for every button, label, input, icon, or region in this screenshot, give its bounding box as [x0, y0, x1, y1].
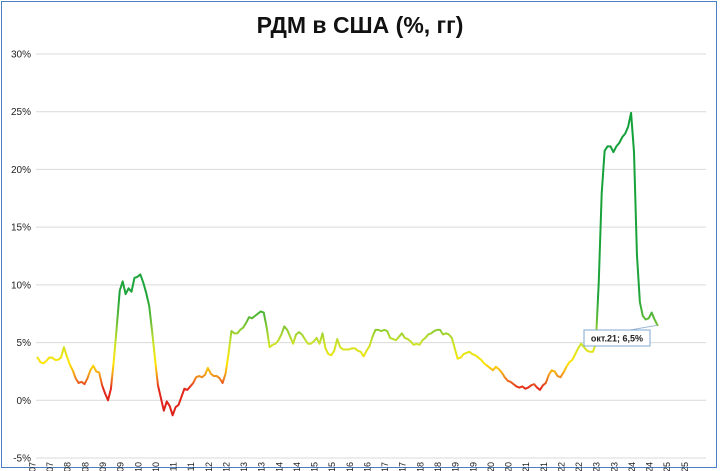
- x-tick-label: июл.22: [574, 462, 584, 471]
- x-tick-label: янв.14: [274, 462, 284, 471]
- x-tick-label: янв.22: [556, 462, 566, 471]
- x-tick-label: июл.14: [292, 462, 302, 471]
- y-tick-label: 5%: [17, 338, 32, 349]
- y-tick-label: 15%: [11, 223, 31, 234]
- x-tick-label: янв.23: [592, 462, 602, 471]
- x-tick-label: янв.25: [662, 462, 672, 471]
- x-tick-label: янв.21: [521, 462, 531, 471]
- x-tick-label: янв.08: [63, 462, 73, 471]
- x-tick-label: янв.18: [415, 462, 425, 471]
- callout-label: окт.21; 6,5%: [591, 334, 643, 344]
- y-tick-label: 10%: [11, 280, 31, 291]
- y-tick-label: 25%: [11, 107, 31, 118]
- callout-box: [583, 329, 651, 347]
- x-tick-label: июл.13: [257, 462, 267, 471]
- x-tick-label: янв.07: [27, 462, 37, 471]
- x-tick-label: янв.12: [204, 462, 214, 471]
- x-tick-label: июл.11: [186, 462, 196, 471]
- y-tick-label: -5%: [13, 454, 31, 465]
- x-tick-label: июл.17: [398, 462, 408, 471]
- x-tick-label: июл.12: [221, 462, 231, 471]
- annotation-callout: окт.21; 6,5%: [583, 324, 658, 347]
- x-tick-label: янв.10: [133, 462, 143, 471]
- y-tick-label: 0%: [17, 396, 32, 407]
- x-tick-label: янв.09: [98, 462, 108, 471]
- x-tick-label: янв.17: [380, 462, 390, 471]
- x-tick-label: июл.21: [539, 462, 549, 471]
- x-tick-label: янв.11: [169, 462, 179, 471]
- x-axis-ticks: янв.07 июл.07 янв.08 июл.08 янв.09 июл.09 янв.…: [27, 462, 689, 471]
- x-tick-label: янв.19: [451, 462, 461, 471]
- x-tick-label: янв.15: [310, 462, 320, 471]
- x-tick-label: июл.15: [327, 462, 337, 471]
- y-tick-label: 20%: [11, 165, 31, 176]
- x-tick-label: янв.16: [345, 462, 355, 471]
- x-tick-label: июл.24: [645, 462, 655, 471]
- x-tick-label: июл.09: [116, 462, 126, 471]
- x-tick-label: июл.25: [680, 462, 690, 471]
- y-tick-label: 30%: [11, 50, 31, 61]
- x-tick-label: июл.10: [151, 462, 161, 471]
- gridlines: [36, 53, 706, 459]
- x-tick-label: июл.20: [504, 462, 514, 471]
- x-tick-label: июл.18: [433, 462, 443, 471]
- x-tick-label: июл.23: [609, 462, 619, 471]
- x-tick-label: июл.19: [468, 462, 478, 471]
- x-tick-label: янв.20: [486, 462, 496, 471]
- x-tick-label: янв.13: [239, 462, 249, 471]
- x-tick-label: янв.24: [627, 462, 637, 471]
- x-tick-label: июл.08: [80, 462, 90, 471]
- series-line: [36, 111, 659, 417]
- y-axis-ticks: -5% 0% 5% 10% 15% 20% 25% 30%: [11, 50, 31, 465]
- x-tick-label: июл.16: [362, 462, 372, 471]
- x-tick-label: июл.07: [45, 462, 55, 471]
- chart-title: РДМ в США (%, гг): [256, 12, 464, 38]
